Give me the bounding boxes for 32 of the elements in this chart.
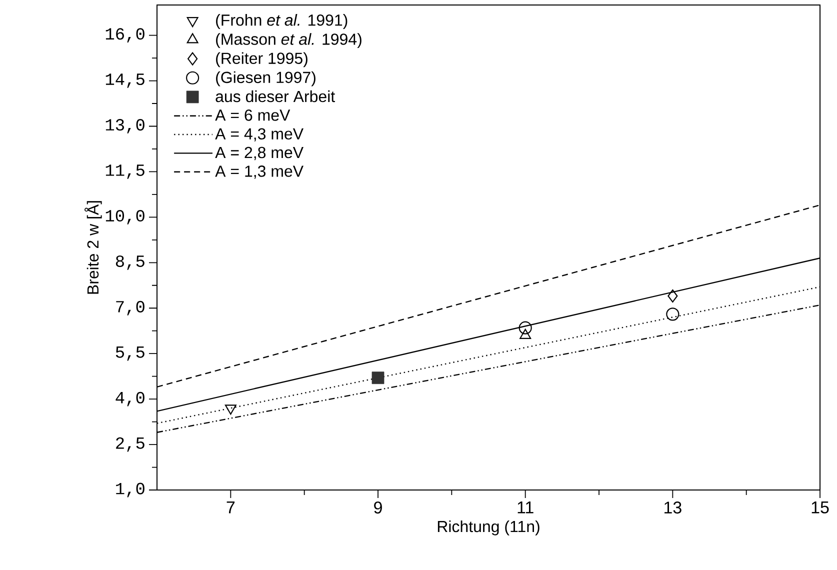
y-tick-label: 4,0 <box>116 392 144 406</box>
x-axis-title: Richtung (11n) <box>438 520 540 536</box>
legend-label: (Frohn et al. 1991) <box>216 14 348 29</box>
point <box>666 308 680 321</box>
legend-label: aus dieser Arbeit <box>216 90 335 102</box>
x-tick-label: 13 <box>664 502 682 514</box>
point <box>372 372 384 384</box>
legend-label: (Reiter 1995) <box>216 52 308 68</box>
point <box>668 289 678 303</box>
y-tick-label: 13,0 <box>106 119 144 134</box>
legend-label: (Giesen 1997) <box>216 71 316 86</box>
y-tick-label: 7,0 <box>116 300 144 316</box>
y-tick-label: 5,5 <box>116 346 144 361</box>
x-tick-label: 15 <box>812 502 829 514</box>
legend-label: A = 4,3 meV <box>215 128 304 142</box>
legend-label: A = 2,8 meV <box>215 146 304 160</box>
y-tick-label: 11,5 <box>106 164 144 179</box>
point <box>224 404 236 415</box>
y-tick-label: 16,0 <box>106 28 144 42</box>
y-tick-label: 1,0 <box>116 482 144 498</box>
x-tick-label: 9 <box>374 502 382 514</box>
y-tick-label: 14,5 <box>106 74 144 88</box>
y-tick-label: 2,5 <box>116 437 144 452</box>
legend-label: A = 1,3 meV <box>215 166 304 179</box>
y-tick-label: 10,0 <box>106 210 144 224</box>
legend-label: A = 6 meV <box>215 110 290 121</box>
point <box>518 321 532 334</box>
y-tick-label: 8,5 <box>116 255 144 270</box>
x-tick-label: 7 <box>226 502 235 514</box>
x-tick-label: 11 <box>518 502 534 514</box>
legend-label: (Masson et al. 1994) <box>216 33 362 48</box>
y-axis-title: Breite 2 w [Å] <box>84 201 102 294</box>
